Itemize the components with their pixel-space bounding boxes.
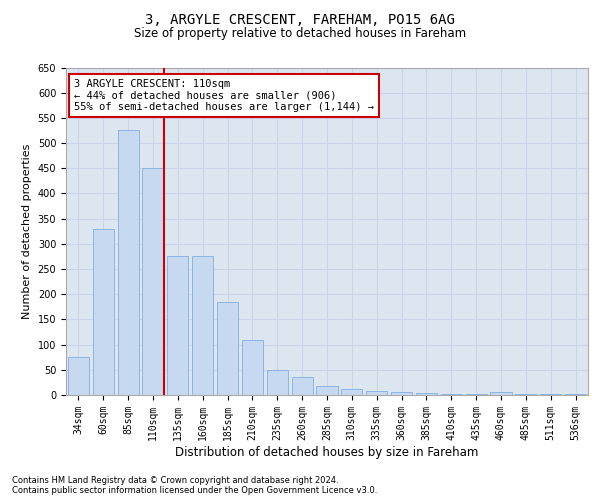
X-axis label: Distribution of detached houses by size in Fareham: Distribution of detached houses by size … xyxy=(175,446,479,458)
Bar xyxy=(167,256,188,395)
Bar xyxy=(366,391,387,395)
Bar xyxy=(441,394,462,395)
Text: Size of property relative to detached houses in Fareham: Size of property relative to detached ho… xyxy=(134,28,466,40)
Bar xyxy=(267,370,288,395)
Text: 3 ARGYLE CRESCENT: 110sqm
← 44% of detached houses are smaller (906)
55% of semi: 3 ARGYLE CRESCENT: 110sqm ← 44% of detac… xyxy=(74,79,374,112)
Bar xyxy=(292,378,313,395)
Bar xyxy=(316,386,338,395)
Bar xyxy=(515,394,536,395)
Bar xyxy=(391,392,412,395)
Text: Contains HM Land Registry data © Crown copyright and database right 2024.: Contains HM Land Registry data © Crown c… xyxy=(12,476,338,485)
Bar xyxy=(540,394,561,395)
Bar xyxy=(93,228,114,395)
Text: 3, ARGYLE CRESCENT, FAREHAM, PO15 6AG: 3, ARGYLE CRESCENT, FAREHAM, PO15 6AG xyxy=(145,12,455,26)
Bar xyxy=(416,394,437,395)
Bar xyxy=(217,302,238,395)
Bar xyxy=(118,130,139,395)
Text: Contains public sector information licensed under the Open Government Licence v3: Contains public sector information licen… xyxy=(12,486,377,495)
Y-axis label: Number of detached properties: Number of detached properties xyxy=(22,144,32,319)
Bar xyxy=(242,340,263,395)
Bar xyxy=(490,392,512,395)
Bar xyxy=(142,168,164,395)
Bar xyxy=(341,389,362,395)
Bar xyxy=(192,256,213,395)
Bar xyxy=(68,357,89,395)
Bar xyxy=(565,394,586,395)
Bar xyxy=(466,394,487,395)
